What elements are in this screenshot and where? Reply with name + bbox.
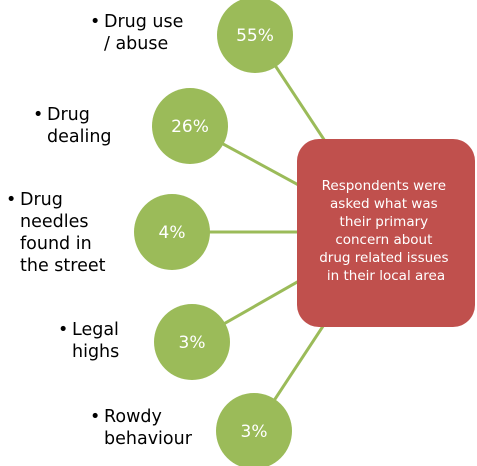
label-line: highs [72,342,119,362]
label-line: dealing [47,127,112,147]
bubble-rowdy-behaviour [216,393,292,466]
label-line: needles [20,212,88,232]
center-box: Respondents were asked what was their pr… [297,139,475,327]
bubble-legal-highs [154,304,230,380]
label-drug-dealing: • Drug dealing [33,105,112,147]
center-line-3: their primary [340,214,429,230]
label-line: the street [20,256,106,276]
label-drug-use: • Drug use / abuse [90,12,189,54]
bullet-icon: • [90,12,100,32]
concern-legal-highs: 3% • Legal highs [58,304,230,380]
percent-rowdy-behaviour: 3% [241,422,268,442]
concern-drug-needles: 4% • Drug needles found in the street [6,190,210,276]
bubble-drug-dealing [152,88,228,164]
percent-drug-dealing: 26% [171,117,209,137]
center-text: Respondents were asked what was their pr… [319,178,453,284]
label-line: Drug [47,105,90,125]
bullet-icon: • [6,190,16,210]
label-rowdy-behaviour: • Rowdy behaviour [90,407,193,449]
percent-legal-highs: 3% [179,333,206,353]
percent-drug-needles: 4% [159,223,186,243]
bullet-icon: • [90,407,100,427]
center-line-5: drug related issues [319,250,448,266]
label-line: Legal [72,320,119,340]
center-line-6: in their local area [327,268,445,284]
center-line-4: concern about [335,232,432,248]
percent-drug-use: 55% [236,26,274,46]
label-drug-needles: • Drug needles found in the street [6,190,106,276]
bullet-icon: • [58,320,68,340]
concern-drug-dealing: 26% • Drug dealing [33,88,228,164]
bullet-icon: • [33,105,43,125]
center-box-shape [297,139,475,327]
label-legal-highs: • Legal highs [58,320,124,362]
label-line: Rowdy [104,407,162,427]
label-line: Drug use [104,12,183,32]
center-line-1: Respondents were [322,178,446,194]
label-line: found in [20,234,92,254]
label-line: Drug [20,190,63,210]
label-line: / abuse [104,34,168,54]
center-line-2: asked what was [330,196,438,212]
concern-rowdy-behaviour: 3% • Rowdy behaviour [90,393,292,466]
bubble-drug-needles [134,194,210,270]
label-line: behaviour [104,429,193,449]
bubble-drug-use [217,0,293,73]
concern-drug-use: 55% • Drug use / abuse [90,0,293,73]
